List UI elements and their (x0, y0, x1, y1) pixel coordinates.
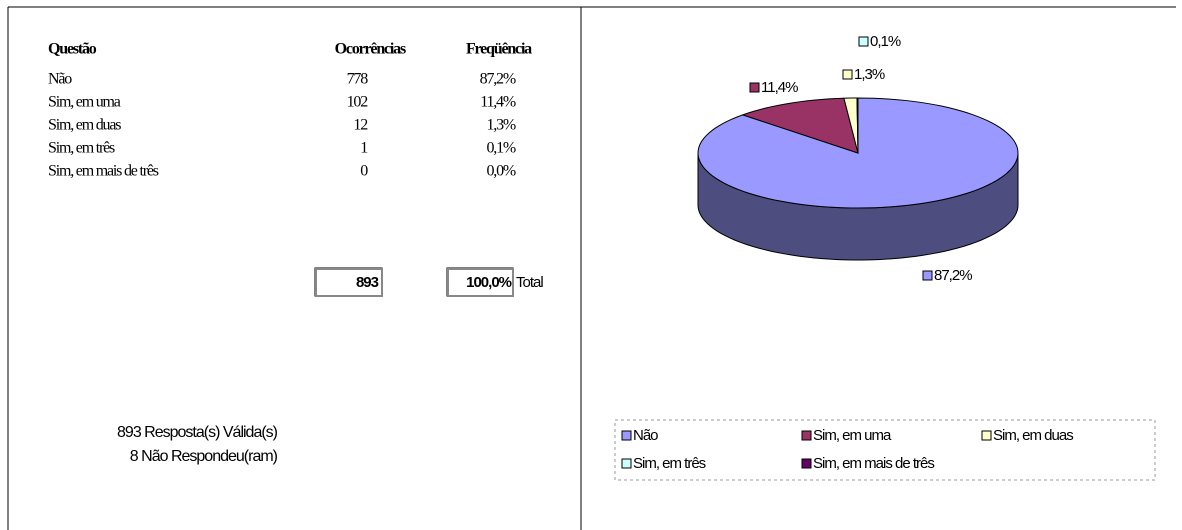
label-swatch (749, 82, 760, 93)
data-label: 0,1% (870, 33, 901, 50)
summary-line: 8 Não Respondeu(ram) (130, 448, 278, 465)
legend-box (614, 419, 1156, 481)
total-box-inner (315, 268, 383, 297)
table-header: Ocorrências (335, 41, 406, 58)
label-swatch (922, 270, 933, 281)
table-cell: 11,4% (480, 94, 516, 111)
table-cell: 1 (360, 140, 368, 157)
legend-swatch (801, 458, 812, 469)
legend-swatch (801, 430, 812, 441)
legend-label: Sim, em uma (813, 427, 892, 444)
table-cell: Sim, em uma (48, 94, 121, 111)
table-cell: Não (48, 71, 72, 88)
table-header: Questão (48, 41, 97, 58)
legend-swatch (621, 458, 632, 469)
pie-slice (856, 97, 859, 154)
freq-box-inner (447, 268, 514, 297)
legend-label: Sim, em mais de três (813, 455, 934, 472)
data-label: 1,3% (854, 66, 885, 83)
table-cell: Sim, em três (48, 140, 115, 157)
table-cell: 102 (347, 94, 369, 111)
data-label: 11,4% (761, 79, 798, 96)
table-cell: 0,1% (486, 140, 515, 157)
total-label: Total (516, 274, 543, 291)
legend-label: Sim, em duas (993, 427, 1073, 444)
legend-swatch (981, 430, 992, 441)
total-frequency: 100,0% (466, 274, 512, 291)
total-count: 893 (356, 274, 379, 291)
label-swatch (858, 36, 869, 47)
legend-label: Não (633, 427, 658, 444)
pie-slice (741, 97, 859, 154)
table-cell: 1,3% (486, 117, 515, 134)
table-cell: 0 (360, 163, 368, 180)
label-swatch (842, 69, 853, 80)
table-header: Freqüência (466, 41, 532, 58)
table-cell: 0,0% (486, 163, 515, 180)
summary-line: 893 Resposta(s) Válida(s) (117, 424, 278, 441)
legend-swatch (621, 430, 632, 441)
table-cell: 778 (347, 71, 369, 88)
legend-label: Sim, em três (633, 455, 706, 472)
data-label: 87,2% (934, 267, 972, 284)
table-cell: Sim, em duas (48, 117, 121, 134)
table-cell: Sim, em mais de três (48, 163, 159, 180)
table-cell: 12 (353, 117, 368, 134)
table-cell: 87,2% (480, 71, 516, 88)
